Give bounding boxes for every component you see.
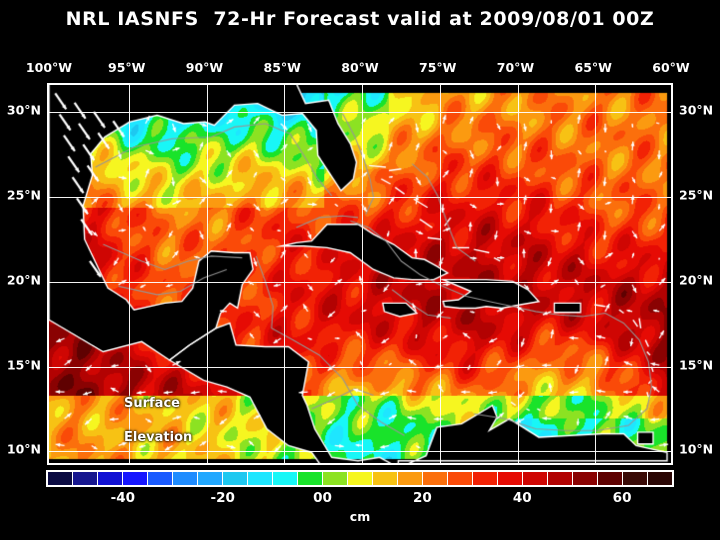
lon-tick-label: 70°W [496, 60, 535, 75]
lat-tick-label-right: 10°N [679, 441, 714, 457]
colorbar-cell [348, 472, 373, 485]
lon-tick-label: 85°W [263, 60, 301, 75]
colorbar-cell [473, 472, 498, 485]
map-annotation-surface: Surface [124, 396, 180, 411]
lon-tick-label: 95°W [108, 60, 146, 75]
graticule-parallel [49, 451, 671, 453]
colorbar-cell [623, 472, 648, 485]
colorbar-cell [648, 472, 672, 485]
lon-tick-label: 60°W [652, 60, 690, 75]
lon-tick-label: 90°W [185, 60, 224, 75]
colorbar-tick-label: -40 [110, 490, 136, 506]
colorbar-cell [448, 472, 473, 485]
colorbar-cell [523, 472, 548, 485]
colorbar-cell [548, 472, 573, 485]
graticule-meridian [128, 85, 130, 463]
graticule-meridian [284, 85, 286, 463]
colorbar-cell [198, 472, 223, 485]
figure-title: NRL IASNFS 72-Hr Forecast valid at 2009/… [65, 8, 655, 30]
map-plot-area[interactable]: Surface Elevation [47, 83, 673, 465]
lat-tick-label-left: 10°N [6, 441, 41, 457]
graticule-parallel [49, 366, 671, 368]
lat-tick-label-left: 15°N [6, 357, 41, 373]
colorbar-unit-label: cm [349, 509, 371, 524]
lat-tick-label-left: 20°N [6, 272, 41, 288]
lat-tick-label-left: 25°N [6, 187, 41, 203]
colorbar-cell [298, 472, 323, 485]
colorbar-cell [48, 472, 73, 485]
graticule-meridian [517, 85, 519, 463]
graticule-meridian [362, 85, 363, 463]
colorbar-cell [398, 472, 423, 485]
lon-tick-label: 75°W [419, 60, 457, 75]
graticule-meridian [439, 85, 441, 463]
lat-tick-label-right: 20°N [679, 272, 714, 288]
graticule-meridian [206, 85, 208, 463]
lat-tick-label-right: 25°N [679, 187, 714, 203]
colorbar-cell [98, 472, 123, 485]
lon-tick-label: 65°W [574, 60, 612, 75]
colorbar-cell [223, 472, 248, 485]
map-annotation-elevation: Elevation [124, 430, 193, 445]
lat-tick-label-right: 30°N [679, 102, 714, 118]
colorbar-cell [123, 472, 148, 485]
graticule-parallel [49, 197, 671, 199]
graticule-parallel [49, 281, 671, 283]
colorbar-cell [173, 472, 198, 485]
colorbar-cell [573, 472, 598, 485]
colorbar-cell [423, 472, 448, 485]
colorbar-tick-label: 00 [313, 490, 332, 506]
colorbar-tick-label: 20 [412, 490, 432, 506]
sea-surface-elevation-field [49, 85, 671, 463]
graticule-parallel [49, 112, 671, 114]
colorbar-tick-label: -20 [210, 490, 235, 506]
colorbar[interactable] [46, 470, 674, 487]
colorbar-cell [323, 472, 348, 485]
colorbar-cell [598, 472, 623, 485]
graticule-meridian [595, 85, 597, 463]
colorbar-cell [273, 472, 298, 485]
colorbar-cell [73, 472, 98, 485]
lat-tick-label-left: 30°N [6, 102, 41, 118]
colorbar-cell [373, 472, 398, 485]
colorbar-cell [148, 472, 173, 485]
colorbar-tick-label: 40 [512, 490, 532, 506]
lon-tick-label: 100°W [25, 60, 73, 75]
colorbar-cell [248, 472, 273, 485]
lat-tick-label-right: 15°N [679, 357, 714, 373]
lon-tick-label: 80°W [341, 60, 379, 75]
colorbar-tick-label: 60 [612, 490, 632, 506]
colorbar-cell [498, 472, 523, 485]
